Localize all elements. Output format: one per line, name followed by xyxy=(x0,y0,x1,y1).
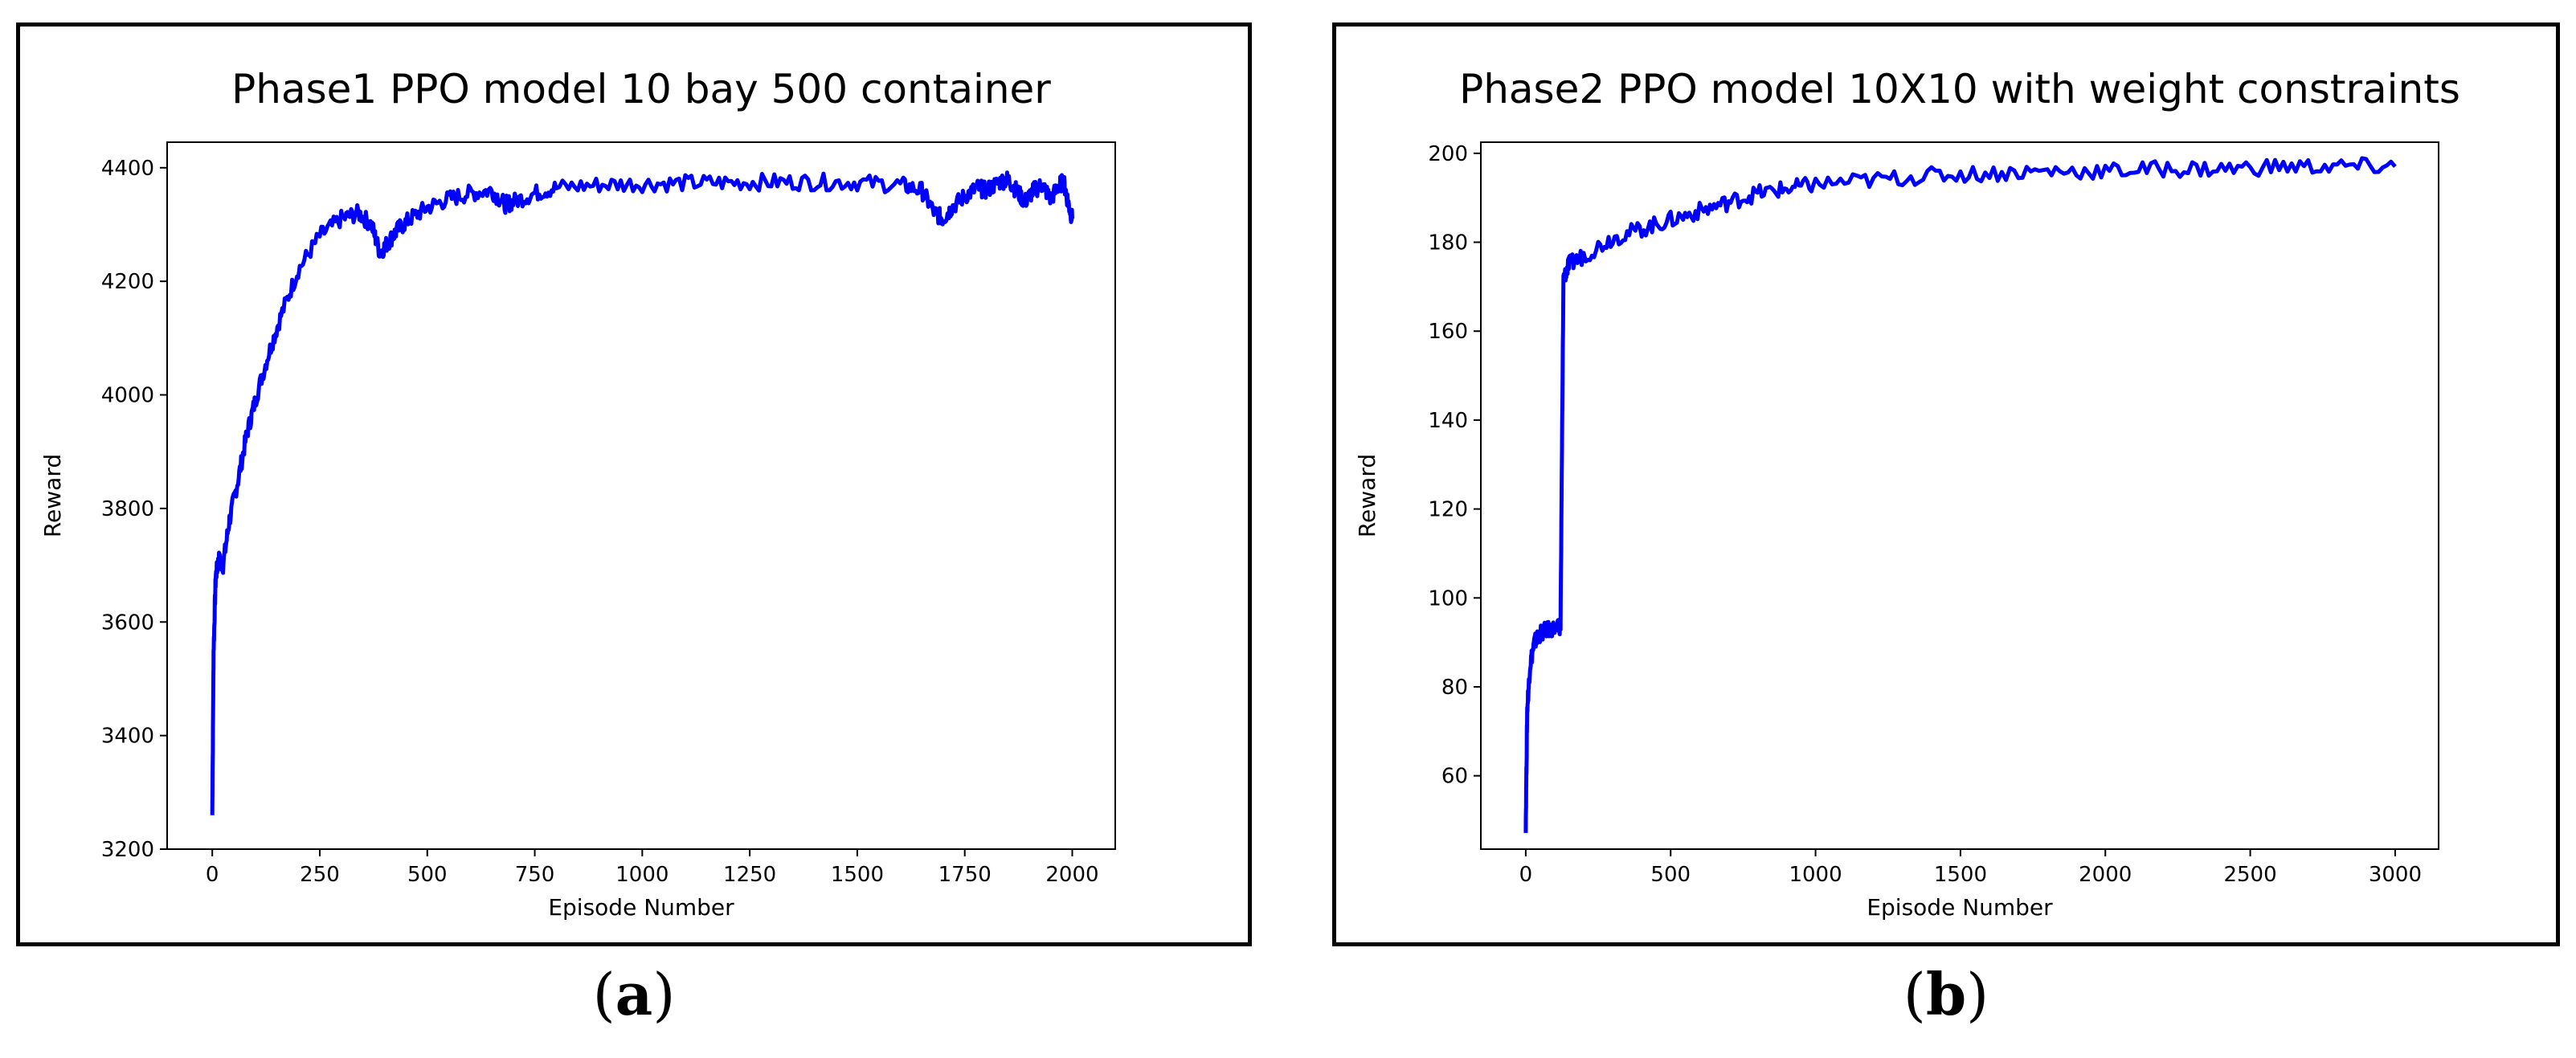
chart-panel-a: Phase1 PPO model 10 bay 500 container 0 25… xyxy=(16,22,1252,946)
y-tick-label: 100 xyxy=(1428,586,1468,611)
y-tick-label: 4000 xyxy=(101,384,154,408)
chart-a: Phase1 PPO model 10 bay 500 container 0 25… xyxy=(39,66,1116,921)
y-tick-label: 3400 xyxy=(101,725,154,749)
y-tick-label: 4200 xyxy=(101,270,154,294)
chart-b: Phase2 PPO model 10X10 with weight const… xyxy=(1354,66,2460,921)
chart-panel-b: Phase2 PPO model 10X10 with weight const… xyxy=(1332,22,2560,946)
y-axis-label: Reward xyxy=(1354,454,1380,537)
x-tick-label: 0 xyxy=(206,863,219,887)
series-line-reward xyxy=(210,170,1074,815)
x-axis-label: Episode Number xyxy=(548,894,734,921)
caption-b-label: b xyxy=(1925,960,1967,1028)
chart-title: Phase2 PPO model 10X10 with weight const… xyxy=(1459,66,2460,112)
x-tick-label: 750 xyxy=(515,863,555,887)
y-tick-label: 3800 xyxy=(101,497,154,521)
caption-a-open: ( xyxy=(592,961,615,1028)
y-tick-label: 160 xyxy=(1428,320,1468,344)
y-tick-label: 3600 xyxy=(101,611,154,635)
y-tick-label: 120 xyxy=(1428,498,1468,522)
x-tick-label: 0 xyxy=(1519,863,1533,887)
caption-b-open: ( xyxy=(1903,961,1926,1028)
y-tick-label: 80 xyxy=(1441,676,1468,700)
x-tick-label: 1500 xyxy=(831,863,884,887)
x-tick-label: 1250 xyxy=(723,863,776,887)
x-axis-label: Episode Number xyxy=(1867,894,2053,921)
plot-frame xyxy=(166,141,1116,850)
y-tick-label: 140 xyxy=(1428,409,1468,433)
y-tick-label: 200 xyxy=(1428,142,1468,166)
x-tick-label: 250 xyxy=(300,863,340,887)
series-line-reward xyxy=(1523,156,2397,833)
caption-a-close: ) xyxy=(652,961,676,1028)
x-tick-label: 1750 xyxy=(938,863,992,887)
y-tick-label: 60 xyxy=(1441,765,1468,789)
x-tick-label: 3000 xyxy=(2369,863,2422,887)
caption-b-close: ) xyxy=(1966,961,1989,1028)
chart-title: Phase1 PPO model 10 bay 500 container xyxy=(231,66,1051,112)
x-tick-label: 1000 xyxy=(615,863,669,887)
plot-frame xyxy=(1480,141,2439,850)
y-tick-label: 3200 xyxy=(101,838,154,862)
caption-a-label: a xyxy=(615,960,653,1028)
caption-a: (a) xyxy=(513,960,754,1028)
y-axis-label: Reward xyxy=(39,454,66,537)
y-tick-label: 180 xyxy=(1428,231,1468,255)
y-tick-label: 4400 xyxy=(101,157,154,181)
x-tick-label: 2500 xyxy=(2223,863,2276,887)
x-tick-label: 2000 xyxy=(2079,863,2132,887)
x-tick-label: 2000 xyxy=(1045,863,1098,887)
x-tick-label: 500 xyxy=(407,863,448,887)
x-tick-label: 1000 xyxy=(1789,863,1842,887)
x-tick-label: 500 xyxy=(1650,863,1691,887)
x-tick-label: 1500 xyxy=(1934,863,1987,887)
caption-b: (b) xyxy=(1826,960,2067,1028)
